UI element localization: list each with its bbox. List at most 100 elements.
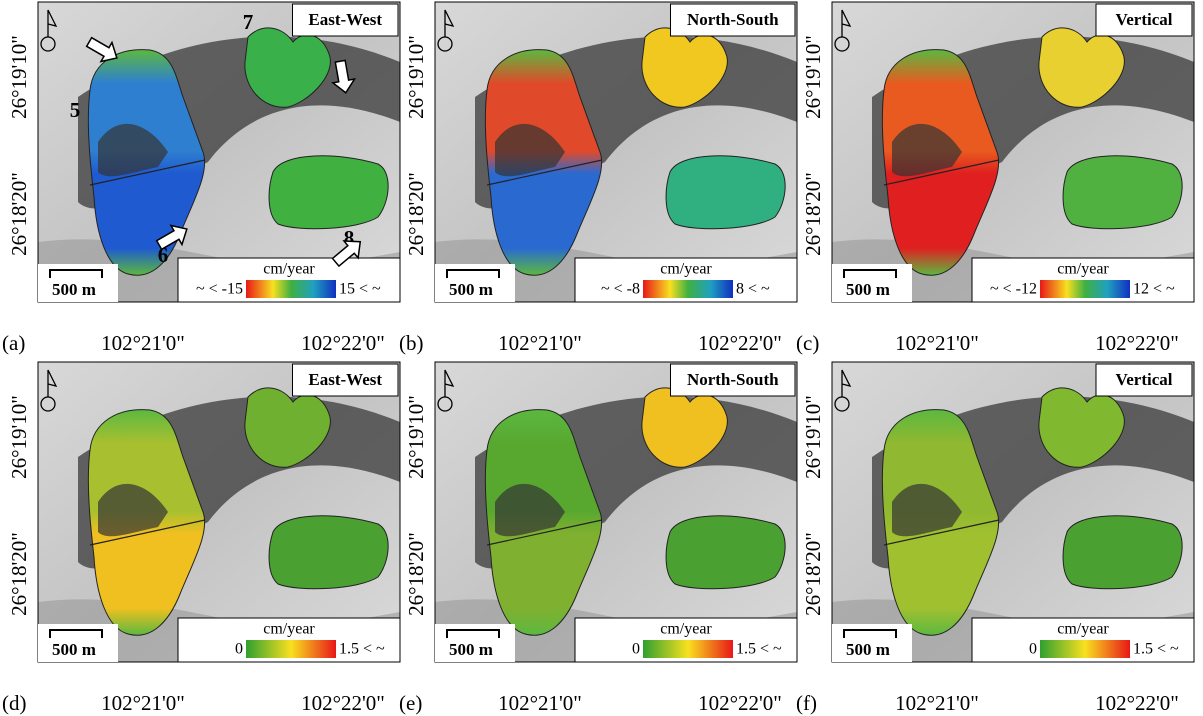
north-arrow <box>444 9 455 37</box>
landslide-7 <box>1038 27 1125 108</box>
north-arrow <box>841 369 852 397</box>
boundary <box>89 519 206 546</box>
title-box <box>1095 3 1193 37</box>
landslide-number: 8 <box>344 226 355 250</box>
colorbar-max: 1.5 < ~ <box>736 641 782 658</box>
colorbar-max: 15 < ~ <box>339 281 381 298</box>
scale-label: 500 m <box>449 280 493 299</box>
landslide-7 <box>244 27 331 108</box>
map-panel: East-West 500 m cm/year 0 1.5 < ~ <box>37 361 401 663</box>
colorbar <box>1040 280 1130 298</box>
lat-label: 26°19'10" <box>7 35 31 119</box>
lat-label: 26°18'20" <box>801 172 825 256</box>
lat-label: 26°18'20" <box>7 172 31 256</box>
colorbar <box>1040 640 1130 658</box>
title-box <box>670 3 796 37</box>
north-arrow <box>47 9 58 37</box>
dark-patch <box>495 483 565 537</box>
dark-patch <box>892 123 962 177</box>
title-box <box>1095 363 1193 397</box>
lon-label: 102°22'0" <box>1095 691 1179 715</box>
boundary <box>486 159 603 186</box>
colorbar-max: 1.5 < ~ <box>1133 641 1179 658</box>
scale-label: 500 m <box>52 640 96 659</box>
scale-bar <box>843 629 897 638</box>
boundary <box>883 159 1000 186</box>
lat-label: 26°19'10" <box>404 35 428 119</box>
panel-title: East-West <box>308 370 382 389</box>
colorbar-min: 0 <box>235 641 243 658</box>
panel-label: (a) <box>2 331 25 355</box>
lon-label: 102°21'0" <box>895 691 979 715</box>
map-panel: East-West 500 m cm/year ~ < -15 15 < ~ <box>37 1 401 303</box>
landslide-8 <box>268 155 389 230</box>
panel-title: Vertical <box>1116 370 1173 389</box>
scale-label: 500 m <box>449 640 493 659</box>
colorbar-min: 0 <box>632 641 640 658</box>
boundary <box>486 519 603 546</box>
title-box <box>670 363 796 397</box>
lat-label: 26°19'10" <box>7 395 31 479</box>
scale-bar <box>446 629 500 638</box>
colorbar <box>643 640 733 658</box>
boundary <box>883 519 1000 546</box>
colorbar-unit: cm/year <box>1057 261 1109 278</box>
colorbar-unit: cm/year <box>1057 621 1109 638</box>
motion-arrow <box>331 59 357 94</box>
panel-label: (f) <box>796 691 817 715</box>
landslide-8 <box>1062 515 1183 590</box>
panel-title: North-South <box>687 10 779 29</box>
title-box <box>292 3 399 37</box>
motion-arrow <box>331 240 362 268</box>
lon-label: 102°21'0" <box>498 691 582 715</box>
lat-label: 26°18'20" <box>7 532 31 616</box>
lon-label: 102°22'0" <box>301 691 385 715</box>
colorbar-max: 1.5 < ~ <box>339 641 385 658</box>
scale-bar <box>446 269 500 278</box>
north-arrow <box>444 369 455 397</box>
lat-label: 26°18'20" <box>801 532 825 616</box>
landslide-8 <box>1062 155 1183 230</box>
panel-title: Vertical <box>1116 10 1173 29</box>
scale-label: 500 m <box>846 280 890 299</box>
scale-bar <box>49 629 103 638</box>
landslide-8 <box>665 515 786 590</box>
panel-title: North-South <box>687 370 779 389</box>
landslide-number: 6 <box>158 243 169 267</box>
colorbar-max: 8 < ~ <box>736 281 770 298</box>
dark-patch <box>892 483 962 537</box>
lon-label: 102°22'0" <box>698 331 782 355</box>
colorbar <box>246 280 336 298</box>
motion-arrow <box>85 36 118 63</box>
title-box <box>292 363 399 397</box>
landslide-number: 7 <box>243 10 254 34</box>
scale-bar <box>49 269 103 278</box>
colorbar-max: 12 < ~ <box>1133 281 1175 298</box>
colorbar-min: ~ < -8 <box>601 281 640 298</box>
map-panel: North-South 500 m cm/year ~ < -8 8 < ~ <box>434 1 798 303</box>
lon-label: 102°21'0" <box>101 691 185 715</box>
lon-label: 102°21'0" <box>101 331 185 355</box>
map-panel: North-South 500 m cm/year 0 1.5 < ~ <box>434 361 798 663</box>
dark-patch <box>98 123 168 177</box>
panel-label: (e) <box>399 691 422 715</box>
motion-arrow <box>155 224 188 251</box>
landslide-7 <box>1038 387 1125 468</box>
lat-label: 26°19'10" <box>801 395 825 479</box>
colorbar-unit: cm/year <box>263 261 315 278</box>
map-panel: Vertical 500 m cm/year 0 1.5 < ~ <box>831 361 1195 663</box>
boundary <box>89 159 206 186</box>
lat-label: 26°19'10" <box>404 395 428 479</box>
panel-label: (c) <box>796 331 819 355</box>
panel-title: East-West <box>308 10 382 29</box>
lon-label: 102°22'0" <box>698 691 782 715</box>
colorbar-unit: cm/year <box>660 261 712 278</box>
colorbar <box>246 640 336 658</box>
colorbar <box>643 280 733 298</box>
landslide-7 <box>244 387 331 468</box>
scale-bar <box>843 269 897 278</box>
lat-label: 26°19'10" <box>801 35 825 119</box>
lat-label: 26°18'20" <box>404 172 428 256</box>
lon-label: 102°22'0" <box>301 331 385 355</box>
